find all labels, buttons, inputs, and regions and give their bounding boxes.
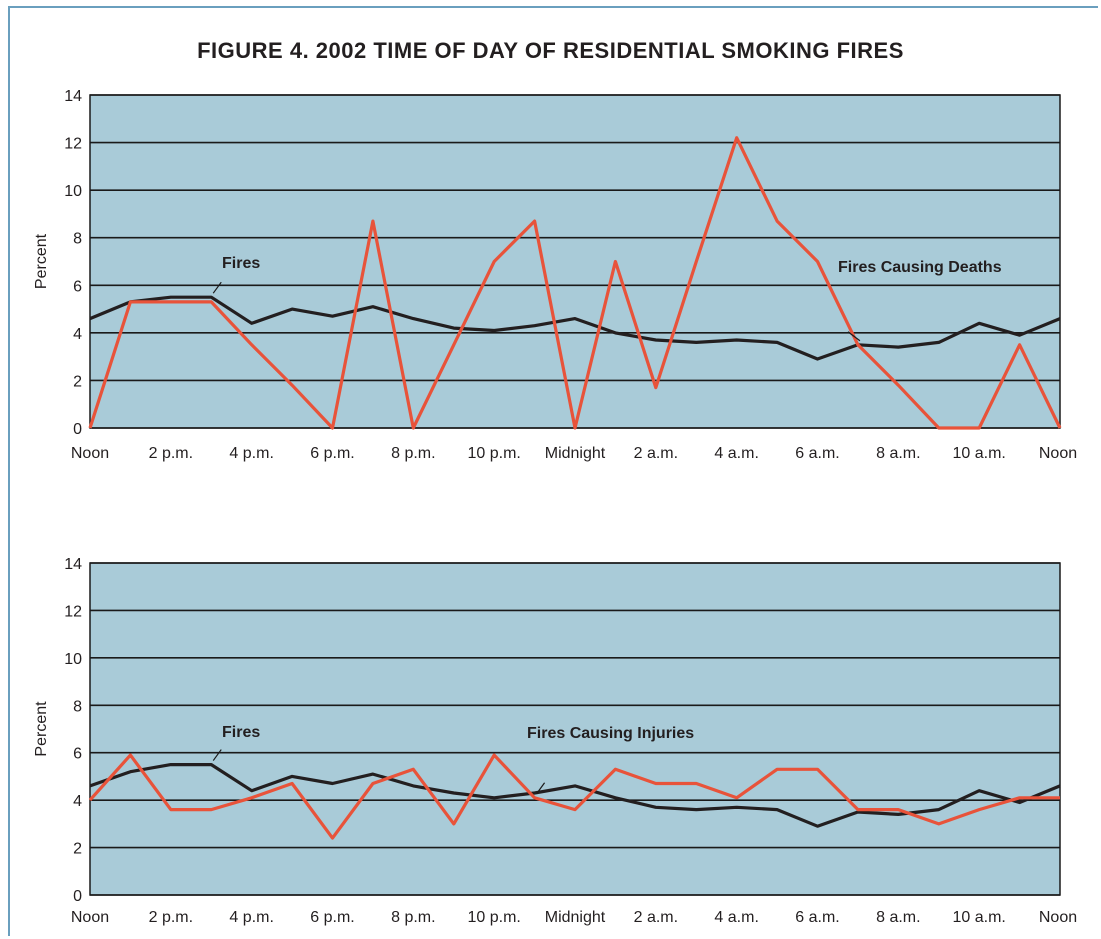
y-tick-label: 14: [64, 88, 82, 105]
x-tick-label: 4 p.m.: [229, 909, 273, 926]
x-tick-label: Noon: [71, 445, 109, 462]
annotation-leader: [536, 782, 546, 795]
y-tick-label: 8: [73, 698, 82, 715]
figure-frame: [8, 6, 1098, 936]
y-tick-label: 6: [73, 746, 82, 763]
y-tick-label: 6: [73, 278, 82, 295]
y-tick-label: 4: [73, 793, 82, 810]
figure-title: FIGURE 4. 2002 TIME OF DAY OF RESIDENTIA…: [197, 38, 904, 63]
x-tick-label: 8 a.m.: [876, 445, 920, 462]
annotation-label: Fires Causing Injuries: [527, 725, 694, 742]
annotation-label: Fires: [222, 255, 260, 272]
x-tick-label: Noon: [71, 909, 109, 926]
x-tick-label: 10 p.m.: [467, 445, 520, 462]
x-tick-label: Noon: [1039, 445, 1077, 462]
annotation-label: Fires: [222, 724, 260, 741]
x-tick-label: 6 p.m.: [310, 445, 354, 462]
x-tick-label: 2 p.m.: [149, 445, 193, 462]
x-tick-label: 8 a.m.: [876, 909, 920, 926]
x-tick-label: 2 a.m.: [634, 909, 678, 926]
x-tick-label: 4 a.m.: [714, 445, 758, 462]
x-tick-label: 8 p.m.: [391, 909, 435, 926]
y-tick-label: 12: [64, 136, 82, 153]
y-axis-label: Percent: [33, 701, 50, 757]
x-tick-label: Midnight: [545, 909, 606, 926]
plot-area-1: [89, 94, 1061, 429]
x-tick-label: Noon: [1039, 909, 1077, 926]
x-tick-label: 4 a.m.: [714, 909, 758, 926]
x-tick-label: Midnight: [545, 445, 606, 462]
y-tick-label: 2: [73, 841, 82, 858]
series-line-fires-causing-injuries: [88, 753, 1060, 840]
x-tick-label: 6 p.m.: [310, 909, 354, 926]
y-tick-label: 14: [64, 556, 82, 573]
annotation-leader: [212, 281, 222, 294]
x-tick-label: 6 a.m.: [795, 909, 839, 926]
x-tick-label: 10 a.m.: [952, 909, 1005, 926]
y-tick-label: 10: [64, 183, 82, 200]
y-tick-label: 10: [64, 651, 82, 668]
y-tick-label: 0: [73, 421, 82, 438]
x-tick-label: 6 a.m.: [795, 445, 839, 462]
x-tick-label: 10 a.m.: [952, 445, 1005, 462]
y-tick-label: 0: [73, 888, 82, 905]
x-tick-label: 2 a.m.: [634, 445, 678, 462]
annotation-leader: [212, 749, 222, 761]
plot-area-2: [89, 562, 1061, 896]
x-tick-label: 8 p.m.: [391, 445, 435, 462]
series-line-fires: [89, 762, 1061, 828]
y-tick-label: 2: [73, 373, 82, 390]
annotation-label: Fires Causing Deaths: [838, 259, 1002, 276]
y-tick-label: 8: [73, 231, 82, 248]
series-line-fires: [89, 295, 1061, 361]
y-tick-label: 4: [73, 326, 82, 343]
x-tick-label: 2 p.m.: [149, 909, 193, 926]
x-tick-label: 10 p.m.: [467, 909, 520, 926]
x-tick-label: 4 p.m.: [229, 445, 273, 462]
y-axis-label: Percent: [33, 233, 50, 289]
y-tick-label: 12: [64, 603, 82, 620]
annotation-leader: [847, 331, 861, 342]
